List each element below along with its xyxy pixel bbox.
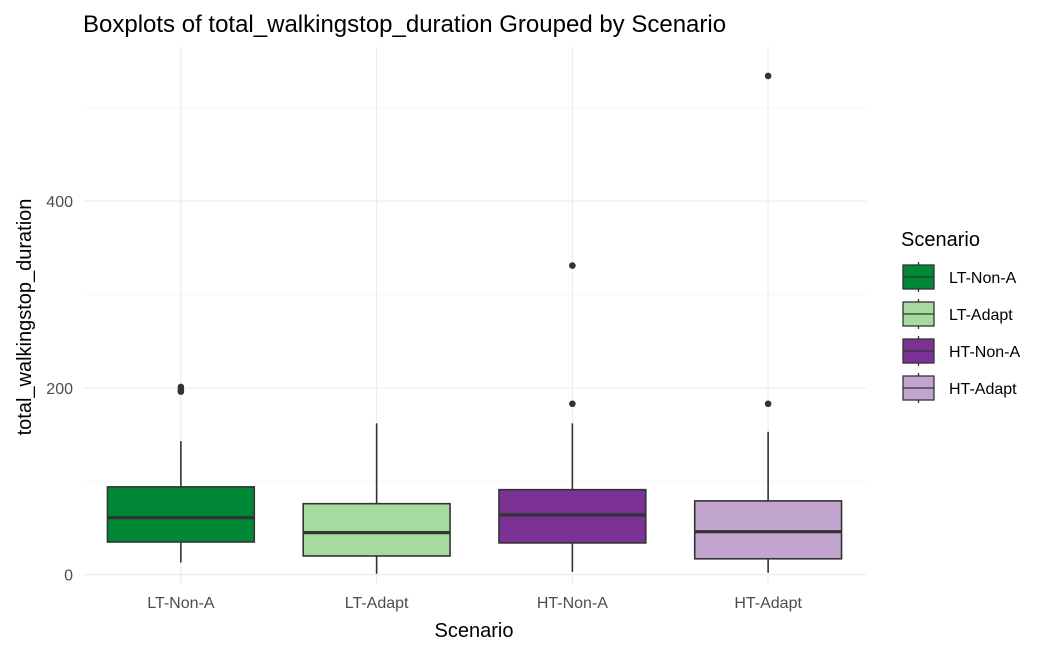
legend-item-lt-non-a: LT-Non-A [902,262,1017,292]
x-tick-label: HT-Non-A [537,595,608,612]
outlier-point [569,400,576,408]
x-axis-title: Scenario [435,620,514,642]
outlier-point [764,400,772,408]
legend-label: LT-Adapt [949,307,1013,324]
y-tick-label: 400 [46,194,73,211]
box-ht-adapt [693,72,843,573]
chart-title: Boxplots of total_walkingstop_duration G… [83,11,726,38]
x-tick-label: HT-Adapt [734,595,802,612]
iqr-box [693,500,843,560]
outlier-point [569,262,576,269]
legend-title: Scenario [901,229,980,251]
legend: Scenario LT-Non-A LT-Adapt HT-Non-A HT-Adap… [901,229,1020,403]
outlier-point [764,72,772,80]
x-tick-label: LT-Non-A [147,595,215,612]
y-tick-label: 0 [64,568,73,585]
legend-label: LT-Non-A [949,270,1017,287]
legend-item-ht-adapt: HT-Adapt [902,373,1017,403]
plot-area: 0 200 400 LT-Non-A LT-Adapt HT-Non-A HT-Adapt [46,47,866,612]
y-axis-title: total_walkingstop_duration [14,199,36,436]
legend-item-ht-non-a: HT-Non-A [902,336,1020,366]
box-ht-non-a [498,262,647,572]
iqr-box [302,502,451,557]
y-tick-label: 200 [46,381,73,398]
box-lt-non-a [106,383,256,563]
box-lt-adapt [302,423,451,574]
legend-label: HT-Non-A [949,344,1020,361]
outlier-point [177,383,185,391]
iqr-box [106,486,256,543]
legend-item-lt-adapt: LT-Adapt [902,299,1013,329]
x-tick-label: LT-Adapt [345,595,409,612]
legend-label: HT-Adapt [949,381,1017,398]
